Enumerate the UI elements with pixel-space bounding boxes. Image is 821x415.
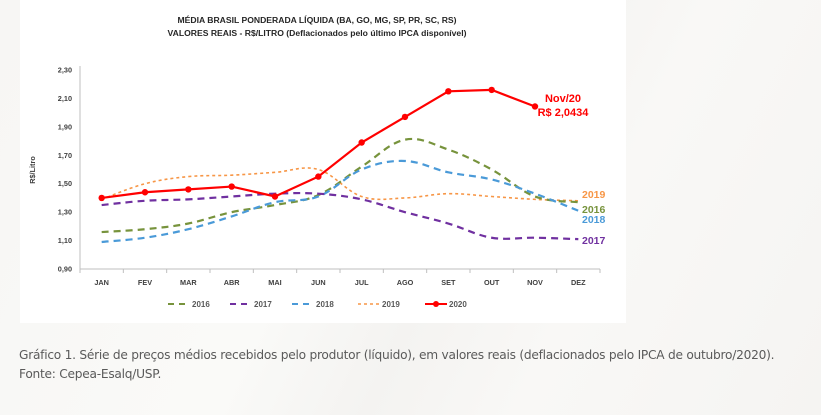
x-tick-label: ABR xyxy=(224,278,241,287)
legend-item-2020: 2020 xyxy=(425,300,467,309)
y-tick-label: 1,50 xyxy=(58,179,72,188)
annotation-label: Nov/20 xyxy=(545,93,581,105)
line-chart: MÉDIA BRASIL PONDERADA LÍQUIDA (BA, GO, … xyxy=(28,15,606,309)
x-tick-label: DEZ xyxy=(571,278,586,287)
y-tick-label: 1,30 xyxy=(58,208,72,217)
x-tick-label: OUT xyxy=(484,278,500,287)
legend-label: 2019 xyxy=(382,300,400,309)
y-tick-label: 2,30 xyxy=(58,66,72,75)
end-label-2016: 2016 xyxy=(582,204,606,216)
x-tick-label: SET xyxy=(441,278,456,287)
series-line-2016 xyxy=(101,137,579,234)
data-point-2020 xyxy=(98,194,105,202)
data-point-2020 xyxy=(488,86,495,94)
series-layer xyxy=(98,86,579,244)
chart-title-line-2: VALORES REAIS - R$/LITRO (Deflacionados … xyxy=(168,28,467,38)
data-point-2020 xyxy=(141,189,149,196)
x-tick-label: FEV xyxy=(138,278,152,287)
legend-item-2017: 2017 xyxy=(230,300,272,309)
figure-caption: Gráfico 1. Série de preços médios recebi… xyxy=(19,346,809,383)
data-point-2020 xyxy=(445,88,452,95)
series-line-2020 xyxy=(101,88,536,200)
y-tick-label: 2,10 xyxy=(58,94,72,103)
data-point-2020 xyxy=(228,183,235,190)
x-tick-label: MAI xyxy=(268,278,281,287)
y-tick-label: 1,70 xyxy=(58,151,72,160)
axes: 0,90 1,10 1,30 1,50 1,70 1,90 2,10 2,30 JAN FEV MA… xyxy=(58,66,601,287)
legend-item-2016: 2016 xyxy=(168,300,210,309)
y-tick-label: 0,90 xyxy=(58,265,72,274)
chart-panel: MÉDIA BRASIL PONDERADA LÍQUIDA (BA, GO, … xyxy=(20,0,626,323)
x-tick-label: AGO xyxy=(397,278,414,287)
data-point-2020 xyxy=(358,139,365,146)
x-tick-label: JAN xyxy=(94,278,109,287)
legend: 2016 2017 2018 2019 2020 xyxy=(168,300,467,309)
x-tick-label: JUL xyxy=(355,278,369,287)
legend-marker xyxy=(433,301,439,307)
legend-label: 2016 xyxy=(192,300,210,309)
series-line-2018 xyxy=(101,159,579,244)
caption-source: Fonte: Cepea-Esalq/USP. xyxy=(19,366,162,381)
labels-layer: 2016 2017 2018 2019 Nov/20 R$ 2,0434 xyxy=(538,93,606,247)
data-point-2020 xyxy=(185,186,192,193)
y-tick-label: 1,10 xyxy=(58,236,72,245)
end-label-2017: 2017 xyxy=(582,235,606,247)
x-tick-label: NOV xyxy=(527,278,543,287)
legend-label: 2018 xyxy=(316,300,334,309)
data-point-2020 xyxy=(531,103,539,110)
chart-title-line-1: MÉDIA BRASIL PONDERADA LÍQUIDA (BA, GO, … xyxy=(178,15,457,25)
legend-label: 2017 xyxy=(254,300,272,309)
legend-item-2019: 2019 xyxy=(358,300,400,309)
data-point-2020 xyxy=(315,173,322,180)
legend-label: 2020 xyxy=(449,300,467,309)
x-tick-label: JUN xyxy=(311,278,326,287)
caption-text: Gráfico 1. Série de preços médios recebi… xyxy=(19,348,775,362)
y-tick-label: 1,90 xyxy=(58,122,72,131)
series-line-2017 xyxy=(101,191,579,241)
data-point-2020 xyxy=(401,113,409,121)
data-point-2020 xyxy=(271,193,279,200)
end-label-2018: 2018 xyxy=(582,214,606,226)
y-axis-label: R$/Litro xyxy=(28,156,37,184)
annotation-value: R$ 2,0434 xyxy=(538,107,590,119)
legend-item-2018: 2018 xyxy=(292,300,334,309)
end-label-2019: 2019 xyxy=(582,189,606,201)
x-tick-label: MAR xyxy=(180,278,197,287)
